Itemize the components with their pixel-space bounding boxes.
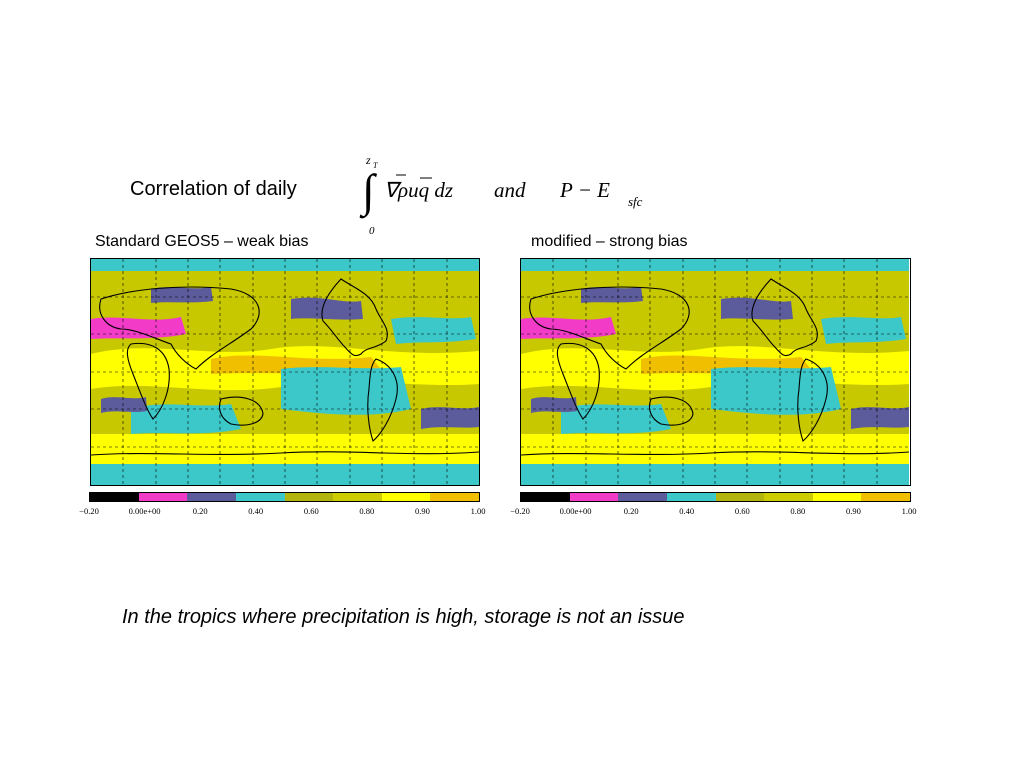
correlation-map-standard <box>90 258 480 486</box>
integral-upper-sub: T <box>373 161 378 170</box>
panel-label-standard: Standard GEOS5 – weak bias <box>95 233 309 250</box>
colorbar-tick-label: 0.40 <box>679 506 695 516</box>
slide-caption: In the tropics where precipitation is hi… <box>122 606 685 628</box>
colorbar-segment <box>861 493 910 501</box>
correlation-map-modified <box>520 258 911 486</box>
slide-title: Correlation of daily <box>130 178 297 200</box>
colorbar-tick-label: 0.80 <box>790 506 806 516</box>
colorbar-tick-label: 1.00 <box>901 506 917 516</box>
colorbar-segment <box>235 493 285 501</box>
colorbar-tick-label: −0.20 <box>510 506 530 516</box>
colorbar-segment <box>764 493 813 501</box>
colorbar-segment <box>521 493 570 501</box>
colorbar-segment <box>666 493 716 501</box>
colorbar-tick-label: 0.20 <box>623 506 639 516</box>
integral-lower-limit: 0 <box>369 225 375 237</box>
colorbar-tick-label: 0.40 <box>248 506 264 516</box>
colorbar-tick-label: 0.20 <box>192 506 208 516</box>
colorbar-segment <box>569 493 619 501</box>
colorbar-modified <box>520 492 911 502</box>
integral-upper-limit: z <box>365 153 371 167</box>
colorbar-tick-label: 0.00e+00 <box>559 506 592 516</box>
colorbar-segment <box>618 493 667 501</box>
colorbar-tick-label: 0.90 <box>414 506 430 516</box>
colorbar-segment <box>381 493 431 501</box>
formula-body: ∇ρuq dz <box>384 178 453 202</box>
formula-and: and <box>494 178 526 202</box>
colorbar-tick-label: 0.90 <box>845 506 861 516</box>
colorbar-tick-label: 0.00e+00 <box>128 506 161 516</box>
colorbar-ticks-standard: −0.20 0.00e+00 0.20 0.40 0.60 0.80 0.90 1.00 <box>79 506 485 518</box>
colorbar-tick-label: 0.80 <box>359 506 375 516</box>
formula-rhs-sub: sfc <box>628 194 643 209</box>
colorbar-ticks-modified: −0.20 0.00e+00 0.20 0.40 0.60 0.80 0.90 1.00 <box>510 506 916 518</box>
colorbar-tick-label: 0.60 <box>734 506 750 516</box>
colorbar-tick-label: −0.20 <box>79 506 99 516</box>
integral-sign: ∫ <box>359 165 377 219</box>
colorbar-tick-label: 0.60 <box>303 506 319 516</box>
colorbar-segment <box>812 493 862 501</box>
colorbar-segment <box>187 493 236 501</box>
formula: z T ∫ 0 ∇ρuq dz and P − E sfc <box>359 148 660 238</box>
colorbar-segment <box>90 493 139 501</box>
panel-label-modified: modified – strong bias <box>531 233 688 250</box>
colorbar-segment <box>284 493 334 501</box>
formula-rhs: P − E <box>559 178 610 202</box>
colorbar-segment <box>138 493 188 501</box>
colorbar-segment <box>715 493 765 501</box>
colorbar-segment <box>333 493 382 501</box>
colorbar-standard <box>89 492 480 502</box>
colorbar-segment <box>430 493 479 501</box>
colorbar-tick-label: 1.00 <box>470 506 486 516</box>
